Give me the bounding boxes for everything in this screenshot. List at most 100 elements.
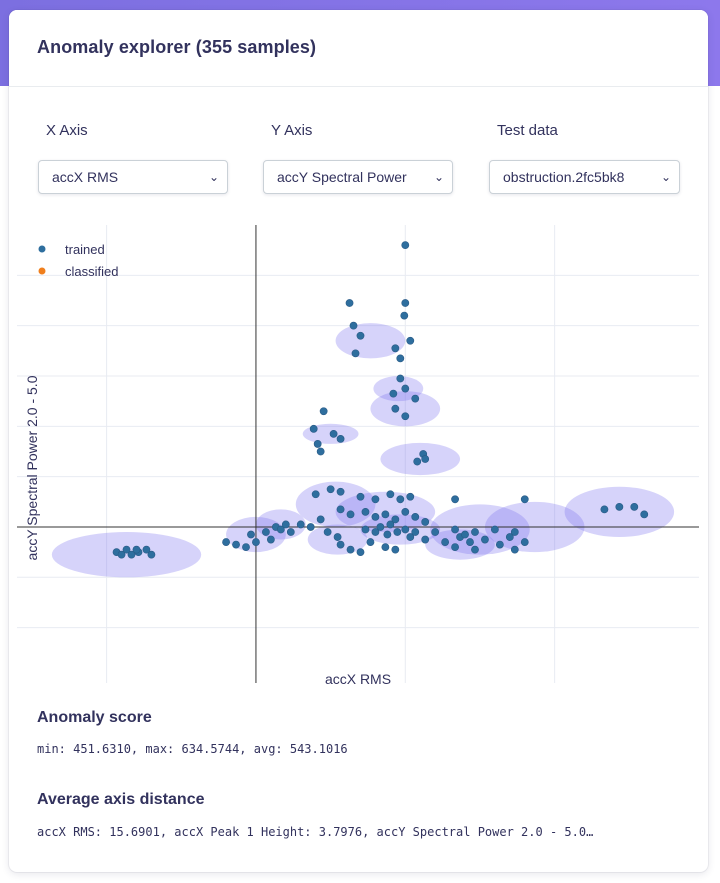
data-point-trained — [316, 447, 325, 456]
data-point-trained — [356, 548, 365, 557]
cluster-region — [380, 442, 461, 476]
data-point-trained — [520, 538, 529, 546]
data-point-trained — [510, 528, 519, 536]
data-point-trained — [242, 543, 250, 552]
data-point-trained — [406, 492, 415, 501]
plot-axes — [17, 225, 699, 683]
data-point-trained — [296, 520, 305, 529]
data-point-trained — [383, 530, 392, 539]
data-point-trained — [349, 321, 358, 330]
data-point-trained — [381, 543, 390, 552]
data-point-trained — [371, 495, 380, 504]
data-point-trained — [431, 528, 440, 536]
data-point-trained — [361, 525, 370, 534]
x-axis-select[interactable]: accX RMS ⌄ — [38, 160, 228, 194]
data-point-trained — [333, 533, 342, 541]
card-title: Anomaly explorer (355 samples) — [37, 37, 317, 57]
data-point-trained — [396, 495, 405, 504]
x-axis-title: accX RMS — [325, 671, 391, 687]
legend-classified-marker — [38, 267, 46, 275]
data-point-trained — [232, 540, 240, 549]
data-point-trained — [356, 331, 365, 340]
cluster-region — [51, 532, 202, 578]
data-point-trained — [366, 538, 375, 546]
cluster-region — [564, 486, 675, 538]
data-point-trained — [142, 545, 151, 554]
plot-legend: trained classified — [38, 242, 118, 279]
data-point-trained — [262, 528, 270, 536]
legend-trained-label[interactable]: trained — [65, 242, 105, 257]
data-point-trained — [451, 495, 459, 504]
data-point-trained — [490, 525, 499, 534]
data-point-trained — [309, 424, 318, 433]
data-point-trained — [122, 545, 131, 554]
data-point-trained — [386, 520, 395, 529]
y-axis-select[interactable]: accY Spectral Power ⌄ — [263, 160, 453, 194]
data-point-trained — [346, 545, 355, 554]
anomaly-explorer-card: Anomaly explorer (355 samples) X Axis Y … — [9, 10, 708, 872]
data-point-trained — [147, 550, 156, 559]
data-point-trained — [451, 543, 459, 552]
data-point-trained — [323, 528, 332, 536]
data-point-trained — [266, 535, 275, 544]
data-point-trained — [117, 550, 126, 559]
data-point-trained — [345, 299, 354, 307]
data-point-trained — [401, 412, 410, 421]
data-point-trained — [400, 311, 409, 320]
anomaly-scatter-plot[interactable]: trained classified accX RMS accY Spectra… — [9, 213, 708, 693]
test-data-select[interactable]: obstruction.2fc5bk8 ⌄ — [489, 160, 680, 194]
data-point-trained — [391, 545, 400, 554]
data-point-trained — [461, 530, 469, 539]
data-point-trained — [252, 538, 260, 546]
cluster-region — [360, 514, 441, 545]
data-point-trained — [640, 510, 649, 519]
data-point-trained — [127, 550, 136, 559]
anomaly-score-title: Anomaly score — [37, 709, 152, 726]
data-point-trained — [336, 435, 345, 443]
chevron-down-icon: ⌄ — [208, 170, 219, 184]
cluster-region — [373, 375, 424, 402]
data-point-trained — [132, 545, 141, 554]
legend-classified-label[interactable]: classified — [65, 264, 118, 279]
data-point-trained — [421, 455, 430, 463]
data-point-trained — [413, 457, 422, 466]
data-point-trained — [396, 374, 405, 383]
data-point-trained — [421, 535, 430, 544]
data-point-trained — [505, 533, 514, 541]
anomaly-score-values: min: 451.6310, max: 634.5744, avg: 543.1… — [37, 742, 348, 756]
data-point-trained — [451, 525, 459, 534]
data-point-trained — [466, 538, 474, 546]
data-point-trained — [396, 354, 405, 363]
data-point-trained — [281, 520, 290, 529]
data-point-trained — [389, 389, 398, 398]
cluster-region — [430, 504, 530, 555]
scatter-svg[interactable]: trained classified accX RMS accY Spectra… — [9, 213, 708, 693]
data-point-trained — [376, 523, 385, 531]
data-point-trained — [247, 530, 255, 539]
data-point-trained — [406, 336, 415, 345]
cluster-region — [335, 323, 406, 359]
data-point-trained — [386, 490, 395, 499]
data-point-trained — [411, 528, 420, 536]
test-data-select-value: obstruction.2fc5bk8 — [503, 169, 625, 185]
chevron-down-icon: ⌄ — [660, 170, 671, 184]
data-point-trained — [319, 407, 328, 416]
test-data-label: Test data — [497, 122, 558, 139]
x-axis-select-value: accX RMS — [52, 169, 119, 185]
data-point-trained — [393, 528, 402, 536]
data-point-trained — [326, 485, 335, 494]
y-axis-select-value: accY Spectral Power — [277, 169, 407, 185]
data-point-trained — [401, 507, 410, 516]
data-point-trained — [441, 538, 450, 546]
data-point-trained — [381, 510, 390, 519]
data-point-trained — [313, 440, 322, 448]
data-point-trained — [401, 525, 410, 534]
data-point-trained — [336, 487, 345, 496]
cluster-region — [370, 391, 441, 427]
data-point-trained — [306, 523, 315, 531]
data-point-trained — [510, 545, 519, 554]
plot-grid — [17, 225, 699, 683]
data-point-trained — [600, 505, 609, 514]
data-point-trained — [391, 344, 400, 353]
x-axis-label: X Axis — [46, 122, 88, 139]
